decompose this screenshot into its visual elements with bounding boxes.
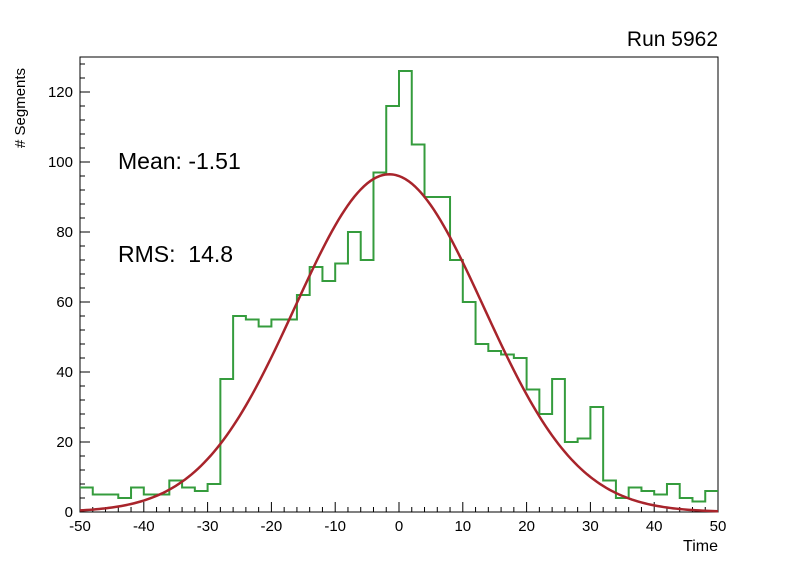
stat-rms: RMS: 14.8	[118, 241, 234, 267]
x-tick-label: -20	[261, 518, 283, 535]
stats-box: Mean: -1.51 RMS: 14.8	[118, 84, 241, 332]
y-tick-label: 120	[48, 84, 73, 101]
x-tick-label: 20	[518, 518, 535, 535]
y-tick-label: 80	[56, 224, 73, 241]
histogram-line	[80, 70, 718, 503]
x-tick-label: -40	[133, 518, 155, 535]
x-tick-label: -10	[324, 518, 346, 535]
x-tick-label: 50	[710, 518, 727, 535]
y-tick-label: 100	[48, 154, 73, 171]
y-tick-label: 20	[56, 434, 73, 451]
x-tick-label: -30	[197, 518, 219, 535]
plot-title: Run 5962	[626, 28, 718, 51]
x-tick-label: 40	[646, 518, 663, 535]
x-tick-label: 10	[454, 518, 471, 535]
y-tick-label: 60	[56, 294, 73, 311]
x-tick-label: 30	[582, 518, 599, 535]
x-axis-label: Time	[683, 538, 718, 555]
gaussian-fit-curve	[79, 172, 719, 513]
stat-mean: Mean: -1.51	[118, 148, 241, 174]
x-tick-label: 0	[395, 518, 403, 535]
y-tick-label: 40	[56, 364, 73, 381]
x-tick-label: -50	[69, 518, 91, 535]
y-axis-label: # Segments	[12, 67, 29, 148]
y-tick-label: 0	[65, 504, 73, 521]
